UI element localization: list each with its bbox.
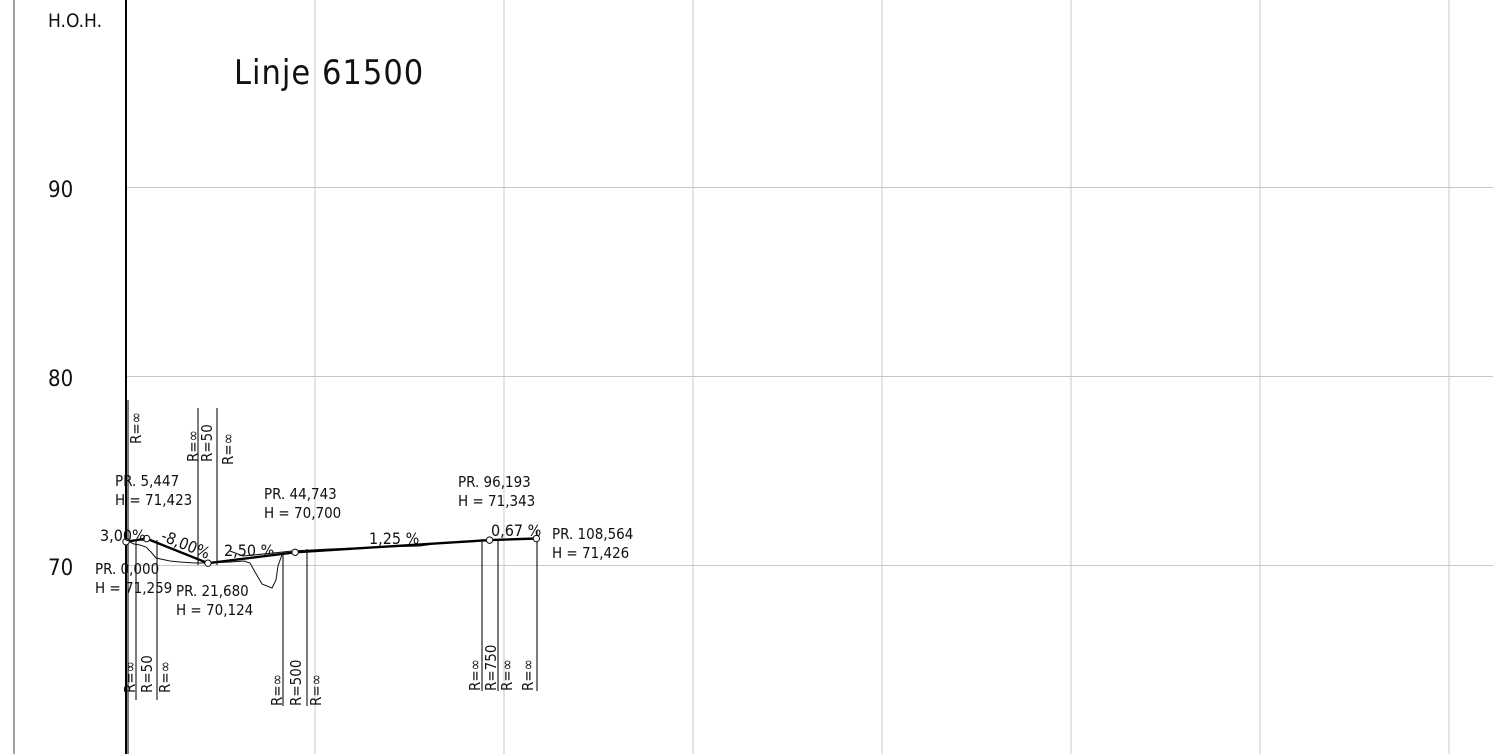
radius-label-lower-2: R=50 — [138, 655, 156, 693]
point-5-station: PR. 108,564 — [552, 525, 633, 543]
point-2-station: PR. 21,680 — [176, 582, 249, 600]
point-1-height: H = 71,423 — [115, 491, 192, 509]
point-5-height: H = 71,426 — [552, 544, 629, 562]
point-1-station: PR. 5,447 — [115, 472, 179, 490]
grade-underline — [229, 550, 244, 557]
radius-label-upper-2: R=∞ — [184, 430, 202, 462]
point-0-height: H = 71,259 — [95, 579, 172, 597]
grade-label-2: -8,00% — [159, 526, 213, 563]
grade-label-1: 3,00% — [100, 526, 146, 545]
y-tick-label-90: 90 — [48, 178, 73, 203]
axis-unit-label: H.O.H. — [48, 10, 102, 32]
y-tick-label-80: 80 — [48, 367, 73, 392]
vertex-marker — [291, 548, 299, 556]
radius-label-lower-7: R=∞ — [466, 659, 484, 691]
y-tick-label-70: 70 — [48, 556, 73, 581]
point-3-height: H = 70,700 — [264, 504, 341, 522]
vertex-marker — [122, 538, 130, 546]
radius-label-lower-5: R=500 — [287, 660, 305, 706]
radius-label-lower-1: R=∞ — [121, 661, 139, 693]
drawing-title: Linje 61500 — [234, 53, 424, 93]
radius-label-lower-3: R=∞ — [156, 661, 174, 693]
point-4-station: PR. 96,193 — [458, 473, 531, 491]
radius-label-upper-3: R=50 — [198, 424, 216, 462]
terrain-line-left — [125, 539, 208, 564]
radius-label-upper-1: R=∞ — [127, 412, 145, 444]
terrain-line-ditch — [207, 550, 293, 589]
elevation-axis — [13, 0, 127, 754]
radius-label-lower-8: R=750 — [482, 645, 500, 691]
curve-leader-lines — [127, 400, 538, 754]
vertex-marker — [204, 559, 212, 567]
point-3-station: PR. 44,743 — [264, 485, 337, 503]
radius-label-lower-4: R=∞ — [268, 674, 286, 706]
radius-label-lower-6: R=∞ — [307, 674, 325, 706]
grade-label-5: 0,67 % — [491, 521, 541, 540]
point-2-height: H = 70,124 — [176, 601, 253, 619]
vertex-marker — [532, 534, 541, 543]
vertex-markers — [122, 534, 541, 567]
radius-label-upper-4: R=∞ — [219, 433, 237, 465]
grade-label-3: 2,50 % — [224, 541, 274, 560]
grid-lines — [126, 0, 1493, 754]
grade-label-4: 1,25 % — [369, 529, 419, 548]
radius-label-lower-10: R=∞ — [519, 659, 537, 691]
radius-label-lower-9: R=∞ — [498, 659, 516, 691]
vertex-marker — [142, 534, 151, 543]
point-4-height: H = 71,343 — [458, 492, 535, 510]
vertex-marker — [485, 536, 494, 544]
point-0-station: PR. 0,000 — [95, 560, 159, 578]
grade-underline — [242, 551, 284, 557]
